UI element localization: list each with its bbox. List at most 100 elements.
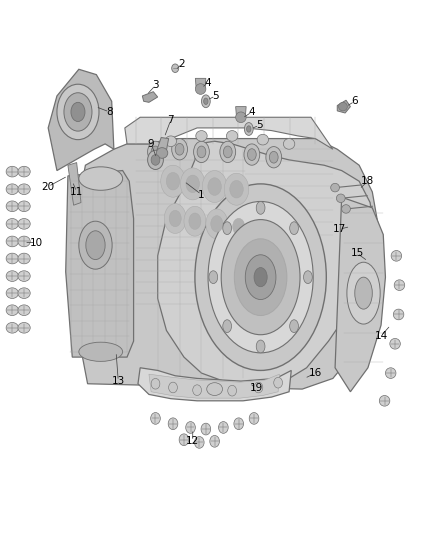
Ellipse shape	[168, 418, 178, 430]
Ellipse shape	[394, 280, 405, 290]
Text: 6: 6	[351, 96, 358, 106]
Ellipse shape	[254, 382, 263, 393]
Ellipse shape	[201, 423, 211, 435]
Ellipse shape	[172, 64, 179, 72]
Ellipse shape	[206, 209, 228, 239]
Text: 3: 3	[152, 80, 159, 90]
Ellipse shape	[161, 165, 185, 197]
Ellipse shape	[236, 112, 246, 123]
Text: 5: 5	[212, 91, 219, 101]
Ellipse shape	[247, 126, 251, 132]
Ellipse shape	[204, 98, 208, 104]
Ellipse shape	[151, 146, 160, 158]
Ellipse shape	[6, 253, 18, 264]
Text: 17: 17	[333, 224, 346, 234]
Ellipse shape	[86, 231, 105, 260]
Ellipse shape	[266, 147, 282, 168]
Polygon shape	[72, 139, 379, 389]
Text: 12: 12	[186, 437, 199, 446]
Ellipse shape	[18, 184, 30, 195]
Polygon shape	[149, 374, 279, 398]
Ellipse shape	[347, 262, 380, 324]
Ellipse shape	[224, 173, 249, 205]
Ellipse shape	[249, 413, 259, 424]
Text: 4: 4	[248, 107, 255, 117]
Ellipse shape	[223, 320, 232, 333]
Ellipse shape	[208, 201, 313, 353]
Ellipse shape	[172, 139, 187, 160]
Ellipse shape	[189, 213, 201, 229]
Ellipse shape	[207, 383, 223, 395]
Ellipse shape	[274, 377, 283, 388]
Ellipse shape	[379, 395, 390, 406]
Ellipse shape	[79, 167, 123, 190]
Ellipse shape	[184, 206, 206, 236]
Ellipse shape	[57, 84, 99, 140]
Polygon shape	[138, 368, 291, 401]
Text: 18: 18	[361, 176, 374, 186]
Ellipse shape	[269, 151, 278, 163]
Polygon shape	[48, 69, 114, 171]
Text: 20: 20	[42, 182, 55, 191]
Ellipse shape	[18, 288, 30, 298]
Ellipse shape	[254, 268, 267, 287]
Ellipse shape	[179, 434, 189, 446]
Text: 11: 11	[70, 187, 83, 197]
Ellipse shape	[18, 322, 30, 333]
Ellipse shape	[223, 222, 232, 235]
Polygon shape	[335, 197, 385, 392]
Ellipse shape	[195, 184, 326, 370]
Ellipse shape	[18, 201, 30, 212]
Ellipse shape	[210, 435, 219, 447]
Ellipse shape	[64, 93, 92, 131]
Ellipse shape	[186, 175, 199, 193]
Ellipse shape	[226, 131, 238, 141]
Text: 14: 14	[374, 331, 388, 341]
Ellipse shape	[245, 255, 276, 300]
Ellipse shape	[234, 239, 287, 316]
Ellipse shape	[6, 166, 18, 177]
Ellipse shape	[244, 123, 253, 135]
Text: 19: 19	[250, 383, 263, 393]
Ellipse shape	[393, 309, 404, 320]
Polygon shape	[66, 171, 134, 357]
Ellipse shape	[175, 143, 184, 155]
Ellipse shape	[196, 131, 207, 141]
Polygon shape	[236, 107, 246, 117]
Ellipse shape	[166, 172, 180, 190]
Text: 1: 1	[198, 190, 205, 199]
Ellipse shape	[6, 288, 18, 298]
Ellipse shape	[18, 219, 30, 229]
Ellipse shape	[148, 141, 163, 163]
Ellipse shape	[151, 155, 160, 165]
Ellipse shape	[202, 171, 227, 203]
Ellipse shape	[156, 148, 168, 158]
Text: 7: 7	[167, 115, 174, 125]
Ellipse shape	[151, 413, 160, 424]
Ellipse shape	[220, 141, 236, 163]
Ellipse shape	[257, 134, 268, 145]
Ellipse shape	[228, 212, 250, 241]
Polygon shape	[68, 163, 81, 205]
Ellipse shape	[256, 340, 265, 353]
Ellipse shape	[186, 422, 195, 433]
Text: 10: 10	[30, 238, 43, 247]
Ellipse shape	[71, 102, 85, 122]
Ellipse shape	[6, 305, 18, 316]
Text: 15: 15	[350, 248, 364, 258]
Ellipse shape	[169, 382, 177, 393]
Polygon shape	[125, 117, 333, 149]
Ellipse shape	[290, 222, 298, 235]
Ellipse shape	[208, 178, 221, 196]
Ellipse shape	[18, 305, 30, 316]
Text: 16: 16	[309, 368, 322, 378]
Ellipse shape	[165, 136, 177, 147]
Ellipse shape	[18, 166, 30, 177]
Ellipse shape	[228, 385, 237, 396]
Ellipse shape	[304, 271, 312, 284]
Ellipse shape	[6, 184, 18, 195]
Polygon shape	[157, 138, 169, 150]
Ellipse shape	[151, 378, 160, 389]
Ellipse shape	[6, 322, 18, 333]
Ellipse shape	[148, 150, 163, 169]
